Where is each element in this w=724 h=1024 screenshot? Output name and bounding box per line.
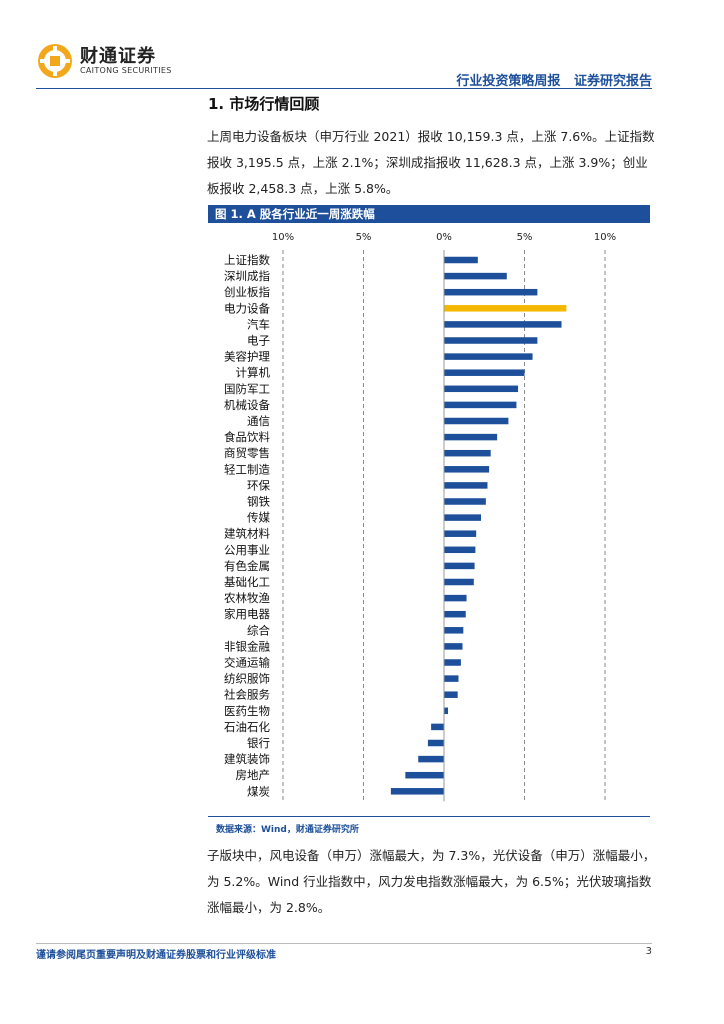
bar-电子 — [444, 337, 538, 344]
figure-title: 图 1. A 股各行业近一周涨跌幅 — [208, 205, 650, 223]
x-tick-label: 10% — [272, 232, 294, 243]
bar-交通运输 — [444, 659, 461, 666]
category-label: 房地产 — [236, 768, 271, 782]
bar-深圳成指 — [444, 272, 507, 280]
category-label: 电力设备 — [224, 301, 270, 315]
footer-disclaimer: 谨请参阅尾页重要声明及财通证券股票和行业评级标准 — [36, 950, 276, 961]
x-tick-label: 5% — [356, 232, 372, 243]
x-tick-label: 5% — [517, 232, 533, 243]
category-label: 社会服务 — [224, 688, 270, 702]
bar-机械设备 — [444, 401, 517, 409]
section-title: 1. 市场行情回顾 — [208, 95, 320, 113]
report-type: 行业投资策略周报 — [456, 74, 561, 89]
page-number: 3 — [645, 946, 652, 957]
bar-环保 — [444, 482, 488, 489]
bar-房地产 — [405, 771, 444, 779]
bar-非银金融 — [444, 643, 463, 650]
category-label: 环保 — [247, 478, 270, 492]
bar-石油石化 — [431, 723, 444, 731]
figure-source: 数据来源：Wind，财通证券研究所 — [216, 825, 359, 835]
bar-商贸零售 — [444, 449, 491, 457]
logo-chinese-name: 财通证券 — [80, 46, 156, 67]
bar-汽车 — [444, 321, 562, 328]
bar-公用事业 — [444, 546, 476, 554]
x-tick-label: 10% — [594, 232, 616, 243]
bar-创业板指 — [444, 288, 538, 296]
bar-建筑材料 — [444, 530, 477, 537]
bar-计算机 — [444, 369, 525, 376]
bar-综合 — [444, 627, 464, 634]
category-label: 银行 — [247, 736, 270, 750]
bar-传媒 — [444, 514, 482, 521]
category-label: 机械设备 — [224, 398, 270, 412]
category-label: 深圳成指 — [224, 269, 270, 283]
bar-上证指数 — [444, 256, 478, 264]
bar-轻工制造 — [444, 466, 490, 473]
figure-divider — [208, 816, 650, 817]
bar-有色金属 — [444, 562, 475, 570]
category-label: 建筑装饰 — [224, 752, 270, 766]
category-label: 美容护理 — [224, 350, 270, 364]
bar-医药生物 — [444, 707, 449, 715]
category-label: 石油石化 — [224, 720, 270, 734]
category-label: 国防军工 — [224, 382, 270, 396]
category-label: 钢铁 — [247, 495, 270, 509]
industry-change-bar-chart: 10% 5% 0% 5% 10%上证指数深圳成指创业板指电力设备汽车电子美容护理计算机国… — [224, 232, 616, 802]
bar-钢铁 — [444, 498, 486, 505]
bar-建筑装饰 — [418, 755, 444, 763]
bar-农林牧渔 — [444, 594, 467, 602]
category-label: 汽车 — [247, 317, 270, 331]
bar-基础化工 — [444, 578, 474, 586]
logo-english-name: CAITONG SECURITIES — [80, 66, 172, 75]
category-label: 农林牧渔 — [224, 591, 270, 605]
bar-通信 — [444, 417, 509, 425]
subsector-paragraph: 子版块中，风电设备（申万）涨幅最大，为 7.3%，光伏设备（申万）涨幅最小，为 … — [207, 848, 656, 915]
x-tick-label: 0% — [436, 232, 452, 243]
category-label: 综合 — [247, 623, 270, 637]
bar-家用电器 — [444, 610, 466, 618]
bar-纺织服饰 — [444, 675, 459, 682]
bar-银行 — [427, 739, 444, 747]
category-label: 传媒 — [247, 511, 270, 525]
report-header: 行业投资策略周报 证券研究报告 — [456, 70, 652, 89]
caitong-logo-icon — [38, 44, 72, 78]
category-label: 创业板指 — [224, 285, 270, 299]
category-label: 医药生物 — [224, 704, 270, 718]
category-label: 有色金属 — [224, 559, 270, 573]
category-label: 交通运输 — [224, 656, 270, 670]
category-label: 建筑材料 — [224, 527, 270, 541]
header-divider — [36, 88, 652, 89]
bar-食品饮料 — [444, 433, 498, 441]
bar-煤炭 — [390, 788, 444, 795]
footer-divider — [36, 943, 652, 944]
report-category: 证券研究报告 — [573, 74, 652, 89]
market-review-paragraph: 上周电力设备板块（申万行业 2021）报收 10,159.3 点，上涨 7.6%… — [207, 129, 655, 196]
category-label: 计算机 — [236, 366, 271, 380]
category-label: 食品饮料 — [224, 430, 270, 444]
category-label: 家用电器 — [224, 607, 270, 621]
bar-美容护理 — [444, 353, 533, 360]
bar-电力设备 — [444, 305, 567, 312]
category-label: 上证指数 — [224, 253, 270, 267]
bar-国防军工 — [444, 385, 519, 393]
category-label: 轻工制造 — [224, 462, 270, 476]
category-label: 电子 — [247, 334, 270, 348]
category-label: 煤炭 — [247, 784, 270, 798]
bar-社会服务 — [444, 691, 458, 698]
company-logo: 财通证券 CAITONG SECURITIES — [36, 40, 196, 84]
category-label: 商贸零售 — [224, 446, 270, 460]
category-label: 通信 — [247, 414, 270, 428]
category-label: 纺织服饰 — [224, 672, 270, 686]
category-label: 公用事业 — [224, 543, 270, 557]
category-label: 基础化工 — [224, 575, 270, 589]
category-label: 非银金融 — [224, 639, 270, 653]
